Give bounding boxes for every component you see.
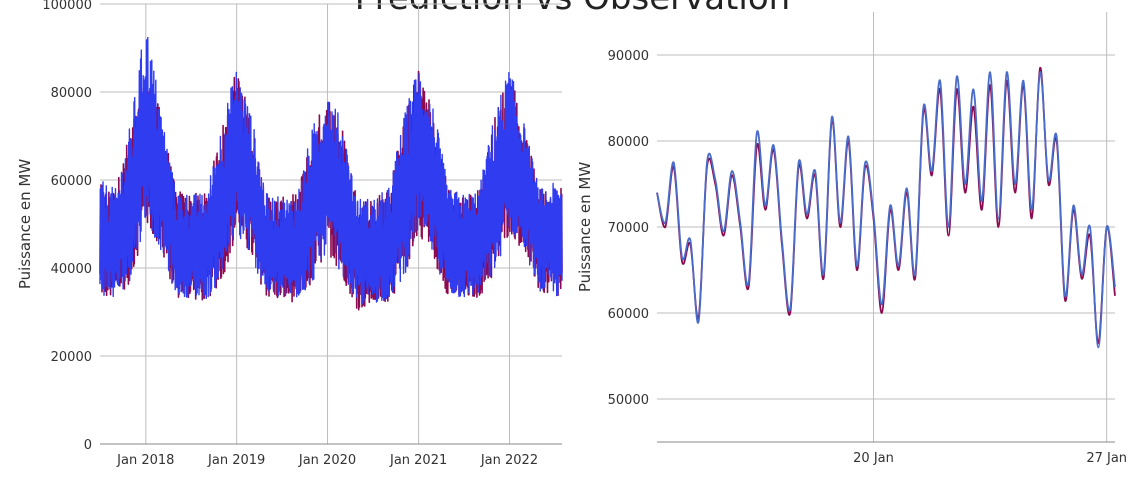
y-axis-label: Puissance en MW (16, 159, 34, 289)
series-line-prediction (99, 36, 563, 305)
y-tick-label: 80000 (608, 135, 649, 150)
y-tick-label: 20000 (51, 350, 92, 365)
x-tick-label: Jan 2022 (480, 453, 538, 468)
y-tick-label: 90000 (608, 49, 649, 64)
series-line-prediction (656, 71, 1116, 349)
y-tick-label: 80000 (51, 86, 92, 101)
y-tick-label: 100000 (42, 0, 92, 13)
x-tick-label: 20 Jan (853, 451, 894, 466)
y-tick-label: 60000 (51, 174, 92, 189)
x-tick-label: 27 Jan (1086, 451, 1127, 466)
series-line-observation (656, 66, 1116, 345)
x-tick-label: Jan 2018 (116, 453, 174, 468)
x-tick-label: Jan 2020 (298, 453, 356, 468)
y-axis-label: Puissance en MW (576, 162, 594, 292)
y-tick-label: 50000 (608, 393, 649, 408)
y-tick-label: 40000 (51, 262, 92, 277)
x-tick-label: Jan 2021 (389, 453, 447, 468)
chart-right-zoom: 50000 60000 70000 80000 90000 20 Jan 27 Jan Pui… (576, 12, 1127, 466)
y-tick-label: 0 (84, 438, 92, 453)
x-tick-label: Jan 2019 (207, 453, 265, 468)
y-tick-label: 60000 (608, 307, 649, 322)
chart-left-overview: 0 20000 40000 60000 80000 100000 Jan 2018 Jan 2… (16, 0, 563, 468)
y-tick-label: 70000 (608, 221, 649, 236)
